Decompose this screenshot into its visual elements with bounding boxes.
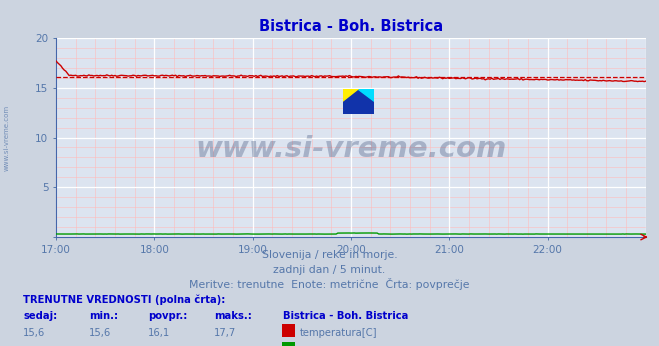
Text: maks.:: maks.: <box>214 311 252 321</box>
Text: Slovenija / reke in morje.: Slovenija / reke in morje. <box>262 250 397 260</box>
Text: www.si-vreme.com: www.si-vreme.com <box>3 105 10 172</box>
Text: povpr.:: povpr.: <box>148 311 188 321</box>
Text: Bistrica - Boh. Bistrica: Bistrica - Boh. Bistrica <box>283 311 409 321</box>
Text: min.:: min.: <box>89 311 118 321</box>
Text: temperatura[C]: temperatura[C] <box>300 328 378 338</box>
Polygon shape <box>343 89 374 113</box>
Text: 15,6: 15,6 <box>23 328 45 338</box>
Text: TRENUTNE VREDNOSTI (polna črta):: TRENUTNE VREDNOSTI (polna črta): <box>23 294 225 305</box>
Text: Meritve: trenutne  Enote: metrične  Črta: povprečje: Meritve: trenutne Enote: metrične Črta: … <box>189 278 470 290</box>
Text: 16,1: 16,1 <box>148 328 171 338</box>
Text: 15,6: 15,6 <box>89 328 111 338</box>
Polygon shape <box>343 89 358 101</box>
Polygon shape <box>358 89 374 101</box>
Text: 17,7: 17,7 <box>214 328 237 338</box>
Polygon shape <box>358 89 374 101</box>
Text: www.si-vreme.com: www.si-vreme.com <box>195 136 507 163</box>
Title: Bistrica - Boh. Bistrica: Bistrica - Boh. Bistrica <box>259 19 443 34</box>
Text: sedaj:: sedaj: <box>23 311 57 321</box>
Text: zadnji dan / 5 minut.: zadnji dan / 5 minut. <box>273 265 386 275</box>
